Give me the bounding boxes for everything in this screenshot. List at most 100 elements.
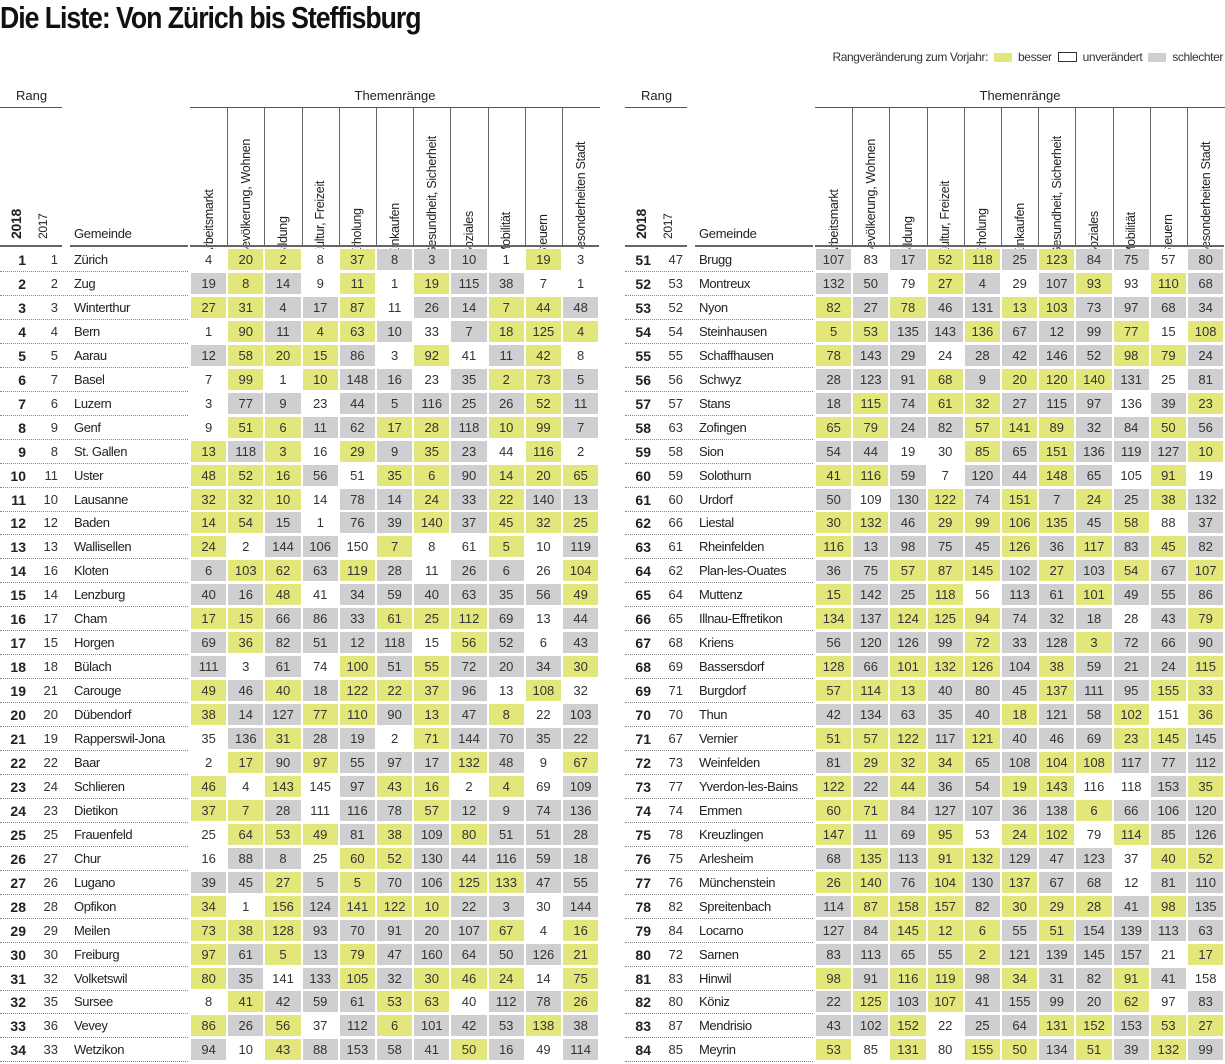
theme-rank-cell: 71: [414, 728, 450, 749]
theme-rank-cell: 145: [302, 775, 338, 797]
theme-rank-cell: 38: [488, 272, 524, 294]
theme-rank-cell: 19: [191, 272, 227, 294]
theme-rank-cell: 138: [525, 1015, 561, 1037]
theme-rank-cell: 90: [1188, 632, 1224, 654]
theme-rank-cell: 116: [816, 536, 852, 558]
rank-2018: 4: [18, 323, 26, 340]
table-row: 51 47 Brugg 107 83 17 52 118 25 123 84 75 57 80: [625, 248, 1225, 272]
theme-rank-cell: 37: [302, 1015, 338, 1037]
theme-rank-cell: 68: [816, 847, 852, 869]
theme-rank-cell: 61: [265, 656, 301, 678]
theme-rank-cell: 88: [1150, 512, 1186, 534]
theme-rank-cell: 42: [265, 991, 301, 1013]
theme-rank-cell: 80: [1188, 249, 1224, 270]
gemeinde-name: Zofingen: [699, 419, 747, 435]
theme-rank-cell: 11: [414, 560, 450, 582]
row-divider: [0, 342, 188, 344]
theme-rank-cell: 41: [816, 464, 852, 486]
theme-rank-cell: 25: [302, 847, 338, 869]
theme-rank-cell: 127: [1150, 440, 1186, 462]
theme-rank-cell: 37: [339, 249, 375, 270]
theme-rank-cell: 104: [927, 871, 963, 893]
theme-rank-cell: 45: [964, 536, 1000, 558]
rank-2017: 7: [50, 371, 58, 387]
theme-rank-cell: 140: [525, 488, 561, 510]
theme-rank-cell: 14: [302, 488, 338, 510]
gemeinde-name: Baar: [74, 754, 100, 770]
theme-rank-cell: 13: [563, 488, 599, 510]
theme-rank-cell: 157: [927, 895, 963, 917]
theme-rank-cell: 106: [302, 536, 338, 558]
theme-rank-cell: 50: [1002, 1039, 1038, 1061]
theme-rank-cell: 133: [302, 967, 338, 989]
table-row: 30 30 Freiburg 97 61 5 13 79 47 160 64 50 126 21: [0, 943, 600, 967]
theme-rank-cell: 28: [563, 823, 599, 845]
row-divider: [0, 510, 188, 512]
gemeinde-name: Aarau: [74, 347, 107, 363]
theme-rank-cell: 10: [414, 895, 450, 917]
theme-rank-cell: 3: [191, 392, 227, 414]
theme-rank-cell: 48: [488, 751, 524, 773]
theme-rank-cell: 108: [1002, 751, 1038, 773]
theme-rank-cell: 41: [228, 991, 264, 1013]
theme-rank-cell: 25: [563, 512, 599, 534]
row-divider: [625, 1061, 813, 1063]
theme-rank-cell: 25: [964, 1015, 1000, 1037]
theme-rank-cell: 19: [1002, 775, 1038, 797]
theme-rank-cell: 134: [816, 608, 852, 630]
rank-2018: 76: [635, 850, 651, 867]
theme-rank-cell: 32: [1039, 608, 1075, 630]
theme-rank-cell: 19: [414, 272, 450, 294]
rank-2018: 73: [635, 778, 651, 795]
theme-rank-cell: 113: [890, 847, 926, 869]
theme-rank-cell: 32: [228, 488, 264, 510]
gemeinde-name: Münchenstein: [699, 874, 776, 890]
rank-2017: 69: [668, 659, 683, 675]
theme-rank-cell: 87: [927, 560, 963, 582]
theme-rank-cell: 141: [339, 895, 375, 917]
theme-rank-cell: 2: [191, 751, 227, 773]
theme-rank-cell: 73: [191, 919, 227, 941]
rank-2018: 81: [635, 970, 651, 987]
themen-header: Themenränge: [979, 88, 1061, 103]
gemeinde-name: Basel: [74, 371, 105, 387]
theme-rank-cell: 22: [377, 680, 413, 702]
theme-rank-cell: 68: [1188, 272, 1224, 294]
theme-rank-cell: 99: [1039, 991, 1075, 1013]
row-divider: [625, 390, 813, 392]
gemeinde-name: Stans: [699, 395, 731, 411]
theme-rank-cell: 61: [927, 392, 963, 414]
table-row: 24 23 Dietikon 37 7 28 111 116 78 57 12 9 74 136: [0, 799, 600, 823]
row-divider: [625, 534, 813, 536]
rank-2017: 6: [50, 395, 58, 411]
theme-rank-cell: 22: [525, 704, 561, 726]
gemeinde-name: Bassersdorf: [699, 659, 764, 675]
theme-rank-cell: 61: [339, 991, 375, 1013]
theme-rank-cell: 90: [228, 320, 264, 342]
theme-rank-cell: 77: [302, 704, 338, 726]
theme-rank-cell: 38: [1039, 656, 1075, 678]
theme-rank-cell: 126: [1002, 536, 1038, 558]
theme-rank-cell: 95: [927, 823, 963, 845]
gemeinde-name: St. Gallen: [74, 443, 128, 459]
theme-rank-cell: 30: [563, 656, 599, 678]
theme-rank-cell: 30: [1002, 895, 1038, 917]
theme-rank-cell: 80: [451, 823, 487, 845]
theme-rank-cell: 53: [377, 991, 413, 1013]
theme-rank-cell: 126: [964, 656, 1000, 678]
rang-header: Rang: [16, 88, 48, 103]
theme-rank-cell: 78: [339, 488, 375, 510]
theme-rank-cell: 87: [339, 296, 375, 318]
theme-rank-cell: 44: [1002, 464, 1038, 486]
theme-rank-cell: 145: [890, 919, 926, 941]
theme-rank-cell: 148: [1039, 464, 1075, 486]
table-row: 65 64 Muttenz 15 142 25 118 56 113 61 101 49 55 86: [625, 583, 1225, 608]
theme-rank-cell: 60: [816, 799, 852, 821]
theme-rank-cell: 140: [853, 871, 889, 893]
row-divider: [625, 414, 813, 416]
table-row: 83 87 Mendrisio 43 102 152 22 25 64 131 152 153 53 27: [625, 1014, 1225, 1039]
rank-2018: 75: [635, 826, 651, 843]
theme-rank-cell: 93: [1113, 272, 1149, 294]
column-header-theme: Bevölkerung, Wohnen: [238, 138, 253, 256]
gemeinde-name: Horgen: [74, 635, 115, 651]
